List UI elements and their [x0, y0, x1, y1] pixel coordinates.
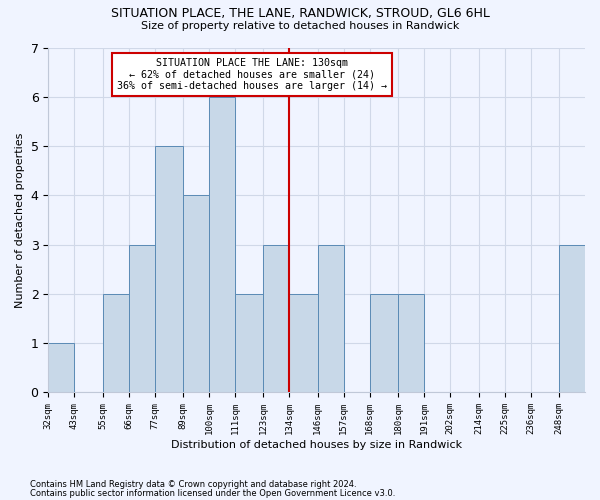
Text: Contains public sector information licensed under the Open Government Licence v3: Contains public sector information licen…	[30, 488, 395, 498]
Text: SITUATION PLACE, THE LANE, RANDWICK, STROUD, GL6 6HL: SITUATION PLACE, THE LANE, RANDWICK, STR…	[110, 8, 490, 20]
Bar	[128, 244, 155, 392]
Bar	[48, 343, 74, 392]
Text: Size of property relative to detached houses in Randwick: Size of property relative to detached ho…	[141, 21, 459, 31]
Y-axis label: Number of detached properties: Number of detached properties	[15, 132, 25, 308]
Bar	[559, 244, 585, 392]
Bar	[209, 97, 235, 392]
Bar	[103, 294, 128, 392]
Bar	[155, 146, 183, 392]
Text: SITUATION PLACE THE LANE: 130sqm
← 62% of detached houses are smaller (24)
36% o: SITUATION PLACE THE LANE: 130sqm ← 62% o…	[117, 58, 387, 91]
Bar	[398, 294, 424, 392]
Bar	[370, 294, 398, 392]
X-axis label: Distribution of detached houses by size in Randwick: Distribution of detached houses by size …	[171, 440, 462, 450]
Bar	[318, 244, 344, 392]
Bar	[235, 294, 263, 392]
Bar	[263, 244, 289, 392]
Text: Contains HM Land Registry data © Crown copyright and database right 2024.: Contains HM Land Registry data © Crown c…	[30, 480, 356, 489]
Bar	[183, 196, 209, 392]
Bar	[289, 294, 318, 392]
